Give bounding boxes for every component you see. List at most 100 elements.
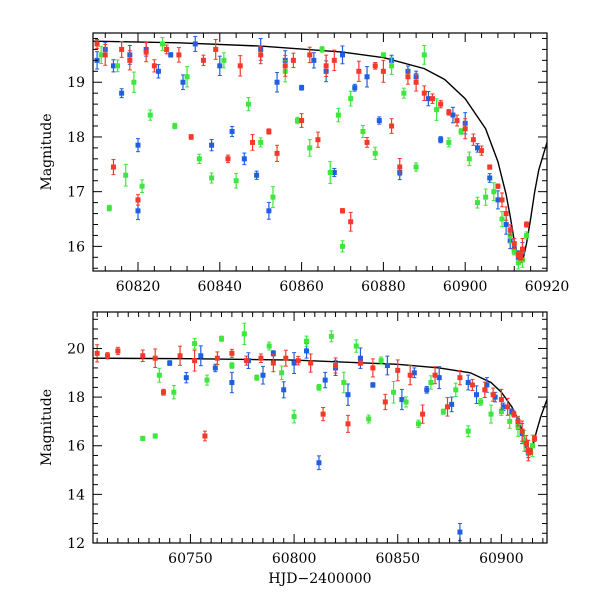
data-point (339, 45, 345, 65)
data-point (470, 133, 476, 146)
data-point (258, 353, 264, 363)
data-point (168, 52, 174, 58)
data-point (487, 173, 493, 183)
data-point (487, 164, 493, 170)
data-point (382, 393, 388, 411)
data-point (143, 42, 149, 63)
bottom-panel-full-lightcurve: 60750 60800 60850 60900 12 14 16 18 20 Magnitude H… (39, 311, 548, 587)
data-point (115, 346, 121, 355)
data-point (331, 167, 337, 178)
x-tick-label: 60750 (168, 551, 213, 567)
y-tick-label: 17 (67, 185, 85, 201)
y-tick-label: 19 (67, 75, 85, 91)
data-point (469, 378, 475, 392)
data-point (405, 68, 411, 85)
data-point (266, 128, 272, 135)
data-point (364, 66, 370, 88)
series-red (94, 38, 530, 261)
data-point (505, 397, 511, 416)
data-point (333, 357, 339, 374)
data-point (315, 131, 321, 148)
data-point (258, 45, 264, 65)
data-point (491, 182, 497, 202)
data-point (217, 55, 223, 76)
data-point (478, 398, 484, 406)
data-point (411, 367, 417, 379)
data-point (258, 137, 264, 148)
x-axis-label: HJD−2400000 (268, 571, 371, 587)
data-point (241, 322, 247, 346)
data-point (140, 349, 146, 363)
data-point (397, 157, 403, 177)
data-point (401, 87, 407, 99)
data-point (200, 54, 206, 67)
data-point (307, 139, 313, 157)
data-point (407, 365, 413, 386)
data-point (429, 93, 435, 104)
data-point (391, 380, 397, 404)
data-point (425, 91, 431, 107)
data-point (474, 196, 480, 209)
data-point (395, 359, 401, 382)
plot-area (93, 35, 547, 270)
data-point (139, 179, 145, 194)
data-point (180, 74, 186, 91)
y-tick-label: 16 (67, 439, 85, 455)
data-point (171, 385, 177, 400)
data-point (532, 434, 538, 443)
x-tick-label: 60880 (361, 279, 406, 295)
data-point (152, 348, 158, 368)
data-point (328, 330, 334, 343)
data-point (436, 366, 442, 390)
data-point (360, 124, 366, 139)
data-point (438, 136, 444, 144)
data-point (254, 374, 260, 381)
data-point (366, 414, 372, 424)
data-point (498, 388, 504, 411)
data-point (316, 455, 322, 471)
data-point (110, 158, 116, 176)
data-point (488, 404, 494, 424)
data-point (155, 64, 161, 79)
data-point (188, 134, 194, 140)
series-red (94, 344, 538, 462)
data-point (380, 59, 386, 83)
data-point (378, 356, 384, 365)
data-point (458, 128, 464, 135)
data-point (399, 388, 405, 411)
data-point (440, 408, 446, 415)
data-point (260, 365, 266, 385)
data-point (304, 335, 310, 347)
data-point (479, 145, 485, 156)
data-point (135, 138, 141, 153)
series-blue (167, 343, 531, 542)
data-point (474, 143, 480, 153)
plot-area (93, 322, 547, 542)
data-point (449, 396, 455, 413)
data-point (434, 98, 440, 121)
data-point (466, 151, 472, 167)
data-point (291, 352, 297, 375)
data-point (270, 353, 276, 373)
axes-frame (92, 311, 548, 544)
data-point (519, 420, 525, 442)
series-green (98, 37, 530, 270)
data-point (322, 371, 328, 389)
data-point (283, 349, 289, 367)
data-point (204, 374, 210, 386)
data-point (147, 109, 153, 121)
data-point (192, 35, 198, 52)
data-point (245, 97, 251, 112)
data-point (482, 381, 488, 399)
data-point (209, 172, 215, 184)
data-point (389, 118, 395, 134)
data-point (140, 435, 146, 442)
data-point (209, 139, 215, 152)
data-point (266, 201, 272, 220)
data-point (225, 154, 231, 164)
data-point (428, 375, 434, 390)
data-point (339, 240, 345, 253)
data-point (495, 183, 501, 189)
data-point (372, 61, 378, 70)
